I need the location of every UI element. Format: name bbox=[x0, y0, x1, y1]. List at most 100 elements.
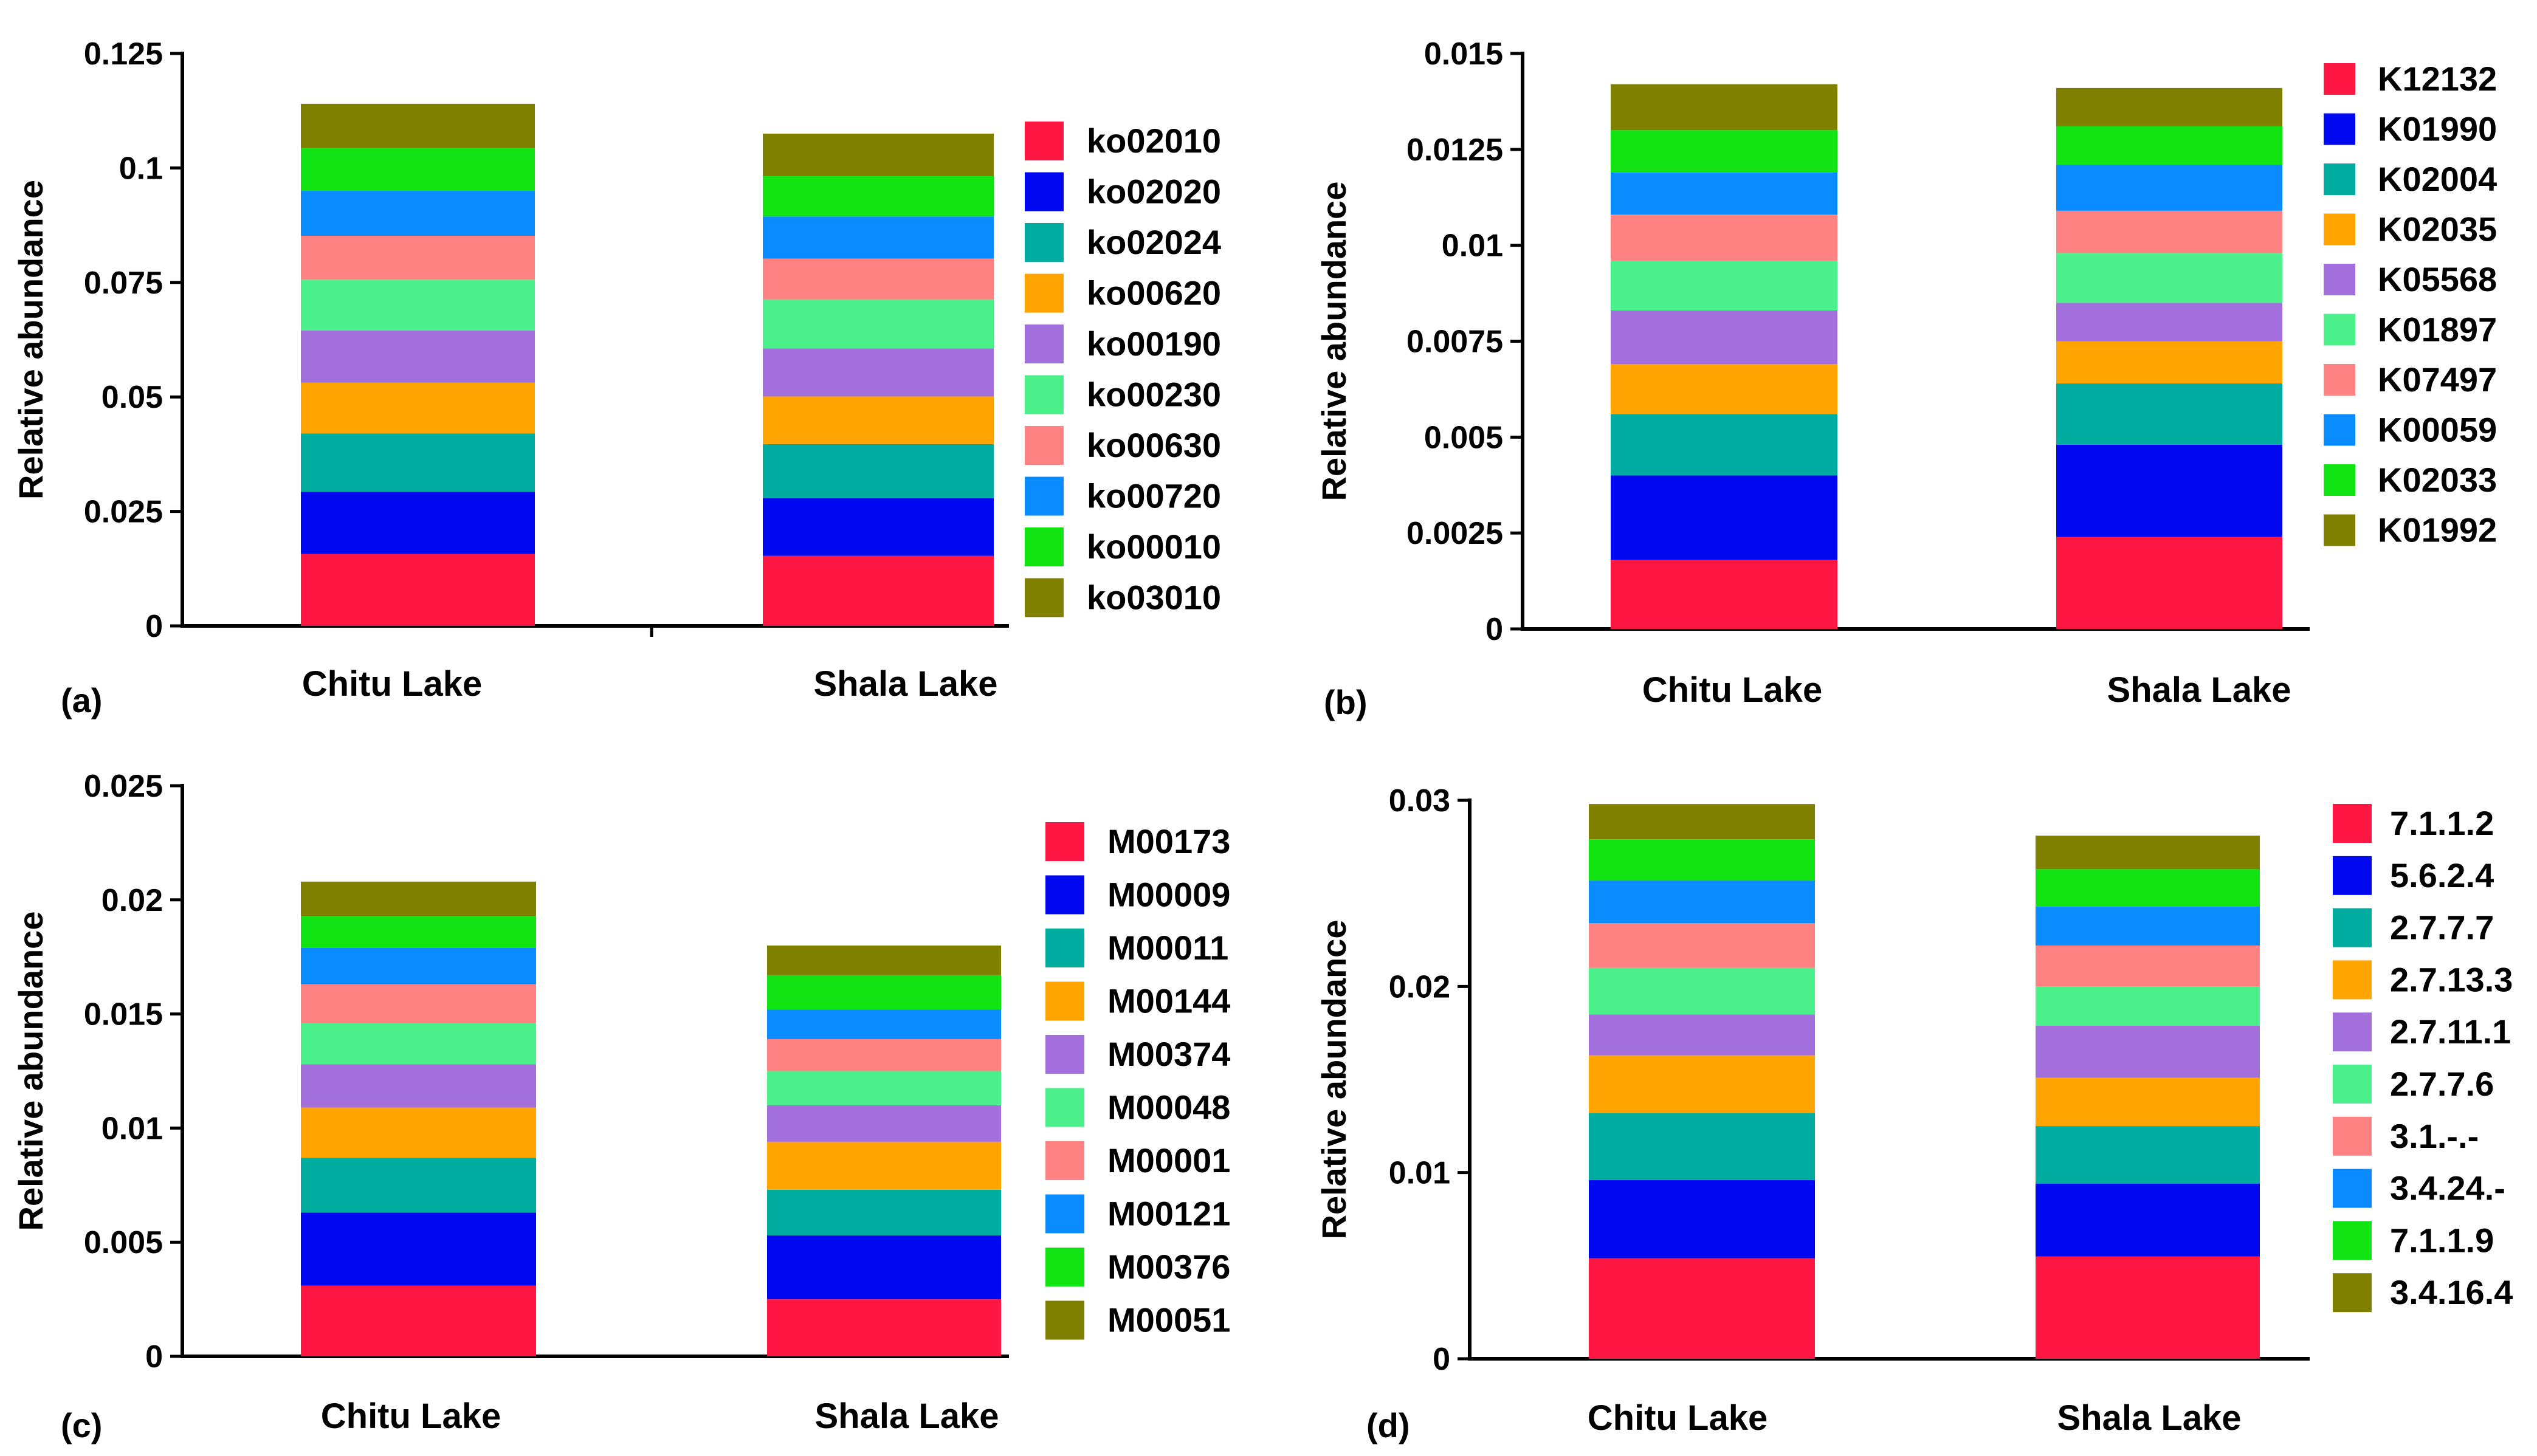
legend-label: K01897 bbox=[2378, 311, 2497, 349]
legend-swatch bbox=[1045, 1248, 1084, 1286]
bar-segment bbox=[2036, 1025, 2260, 1078]
bar-segment bbox=[1611, 560, 1837, 629]
bar-segment bbox=[2036, 986, 2260, 1026]
bar-segment bbox=[2036, 1077, 2260, 1127]
bar-segment bbox=[763, 258, 994, 300]
bar-segment bbox=[2056, 537, 2282, 629]
bar-segment bbox=[301, 330, 535, 383]
bar-segment bbox=[301, 1064, 536, 1108]
legend-label: 2.7.11.1 bbox=[2390, 1012, 2511, 1051]
legend-label: K01992 bbox=[2378, 511, 2497, 549]
bar-segment bbox=[301, 554, 535, 626]
bar-segment bbox=[301, 280, 535, 331]
legend-swatch bbox=[1025, 476, 1064, 516]
legend-label: M00001 bbox=[1107, 1141, 1230, 1180]
y-tick-label: 0.015 bbox=[1424, 36, 1503, 72]
category-label: Chitu Lake bbox=[321, 1396, 501, 1436]
bar-segment bbox=[1611, 84, 1837, 131]
legend-label: ko00190 bbox=[1087, 325, 1221, 363]
legend-label: K07497 bbox=[2378, 360, 2497, 399]
bar-segment bbox=[767, 1235, 1001, 1300]
chart-panel: 0 0.005 0.01 0.015 0.02 0.025 Relative abundan… bbox=[12, 769, 1230, 1444]
bar-segment bbox=[1611, 130, 1837, 173]
legend-swatch bbox=[2333, 908, 2372, 947]
legend-swatch bbox=[2333, 1012, 2372, 1052]
y-tick-label: 0.05 bbox=[102, 380, 163, 415]
legend-swatch bbox=[2324, 113, 2355, 145]
legend-swatch bbox=[1025, 578, 1064, 617]
legend-swatch bbox=[1025, 426, 1064, 465]
y-tick-label: 0 bbox=[145, 1339, 163, 1375]
bar-segment bbox=[2056, 444, 2282, 537]
legend-swatch bbox=[2324, 63, 2355, 95]
bar-segment bbox=[767, 1299, 1001, 1356]
legend-label: 7.1.1.2 bbox=[2390, 804, 2494, 842]
legend-swatch bbox=[1025, 375, 1064, 414]
legend-label: M00376 bbox=[1107, 1248, 1230, 1286]
bar-segment bbox=[767, 1009, 1001, 1039]
legend-swatch bbox=[2324, 264, 2355, 295]
legend-swatch bbox=[2324, 163, 2355, 195]
y-tick-label: 0.0075 bbox=[1406, 325, 1503, 360]
bar-segment bbox=[1589, 923, 1815, 968]
bar-segment bbox=[767, 975, 1001, 1010]
y-tick-label: 0.0125 bbox=[1406, 132, 1503, 168]
bar-segment bbox=[301, 916, 536, 948]
bar-segment bbox=[301, 382, 535, 434]
legend-label: ko02010 bbox=[1087, 122, 1221, 160]
bar-segment bbox=[763, 348, 994, 397]
legend-label: M00374 bbox=[1107, 1035, 1230, 1073]
bar-segment bbox=[2056, 383, 2282, 445]
legend-label: M00011 bbox=[1107, 929, 1228, 967]
legend-label: ko00630 bbox=[1087, 426, 1221, 464]
legend-swatch bbox=[1045, 1035, 1084, 1074]
legend-label: K01990 bbox=[2378, 110, 2497, 148]
chart-panel: 0 0.025 0.05 0.075 0.1 0.125 Relative abundanc… bbox=[12, 36, 1221, 719]
y-tick-label: 0.03 bbox=[1389, 783, 1450, 819]
legend-swatch bbox=[2333, 856, 2372, 895]
bar-segment bbox=[767, 945, 1001, 975]
legend-label: ko00720 bbox=[1087, 477, 1221, 515]
bar-segment bbox=[2036, 1256, 2260, 1359]
legend-swatch bbox=[1025, 325, 1064, 363]
bar-segment bbox=[1611, 310, 1837, 365]
legend-swatch bbox=[1025, 223, 1064, 262]
legend-label: K12132 bbox=[2378, 60, 2497, 98]
category-label: Shala Lake bbox=[2057, 1398, 2241, 1438]
y-tick-label: 0.005 bbox=[84, 1225, 163, 1260]
legend-label: ko02020 bbox=[1087, 173, 1221, 211]
legend-label: 2.7.7.6 bbox=[2390, 1065, 2494, 1103]
bar-segment bbox=[301, 984, 536, 1023]
y-tick-label: 0.125 bbox=[84, 36, 163, 72]
legend-swatch bbox=[2324, 464, 2355, 496]
legend-label: K00059 bbox=[2378, 411, 2497, 449]
bar-segment bbox=[301, 103, 535, 148]
bar-segment bbox=[1589, 1055, 1815, 1113]
legend-label: K02033 bbox=[2378, 461, 2497, 499]
bar-segment bbox=[767, 1039, 1001, 1071]
bar-segment bbox=[1589, 1014, 1815, 1056]
category-label: Shala Lake bbox=[813, 664, 997, 704]
legend-label: ko00010 bbox=[1087, 527, 1221, 566]
bar-segment bbox=[763, 444, 994, 498]
bar-segment bbox=[1611, 414, 1837, 476]
bar-segment bbox=[1589, 804, 1815, 840]
bar-segment bbox=[1589, 1113, 1815, 1180]
category-label: Chitu Lake bbox=[302, 664, 483, 704]
y-tick-label: 0.025 bbox=[84, 769, 163, 804]
bar-segment bbox=[763, 133, 994, 176]
bar-segment bbox=[2036, 1184, 2260, 1257]
bar-segment bbox=[2056, 165, 2282, 211]
bar-segment bbox=[1611, 260, 1837, 311]
legend-label: M00048 bbox=[1107, 1088, 1230, 1127]
y-tick-label: 0.02 bbox=[102, 883, 163, 918]
bar-segment bbox=[1611, 215, 1837, 261]
legend-swatch bbox=[2333, 1169, 2372, 1208]
legend-swatch bbox=[1025, 273, 1064, 313]
y-axis-label: Relative abundance bbox=[12, 180, 50, 500]
legend-label: M00173 bbox=[1107, 822, 1230, 860]
y-tick-label: 0.0025 bbox=[1406, 516, 1503, 551]
bar-segment bbox=[301, 1023, 536, 1065]
legend-swatch bbox=[1045, 981, 1084, 1021]
legend-swatch bbox=[2333, 1065, 2372, 1104]
